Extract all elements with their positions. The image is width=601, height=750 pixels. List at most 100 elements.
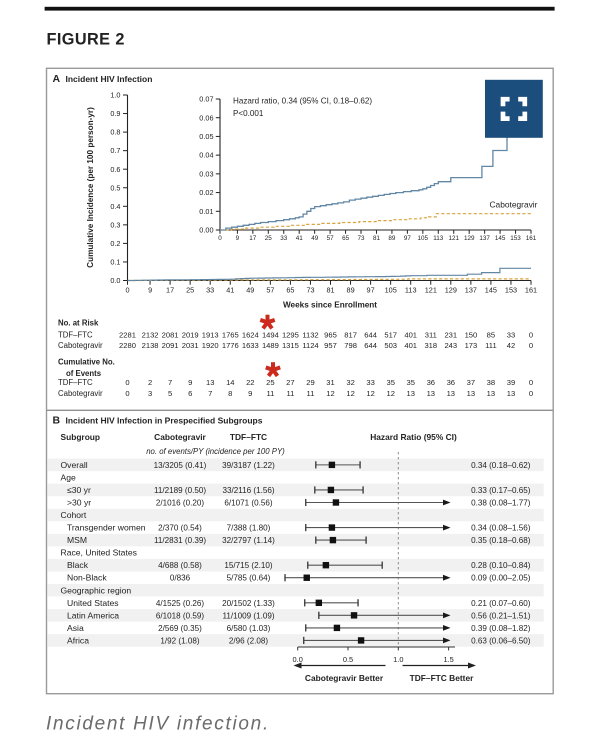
svg-text:0.3: 0.3 xyxy=(110,220,120,229)
svg-text:38: 38 xyxy=(487,378,495,387)
svg-text:644: 644 xyxy=(364,341,377,350)
svg-text:41: 41 xyxy=(226,286,234,295)
svg-text:0.28 (0.10–0.84): 0.28 (0.10–0.84) xyxy=(471,561,531,570)
svg-text:42: 42 xyxy=(507,341,515,350)
svg-text:Cumulative No.: Cumulative No. xyxy=(58,358,115,367)
svg-text:Geographic region: Geographic region xyxy=(61,585,132,595)
svg-text:0: 0 xyxy=(218,235,222,242)
svg-text:Black: Black xyxy=(67,560,89,570)
svg-text:173: 173 xyxy=(465,341,478,350)
svg-text:57: 57 xyxy=(327,235,335,242)
svg-text:Incident HIV Infection in Pres: Incident HIV Infection in Prespecified S… xyxy=(66,415,263,425)
svg-text:0.04: 0.04 xyxy=(199,151,213,160)
svg-text:65: 65 xyxy=(286,286,294,295)
svg-text:11: 11 xyxy=(266,389,274,398)
svg-text:1920: 1920 xyxy=(202,341,219,350)
svg-text:39/3187 (1.22): 39/3187 (1.22) xyxy=(222,461,275,470)
svg-text:Cabotegravir: Cabotegravir xyxy=(58,341,103,350)
svg-text:5: 5 xyxy=(168,389,172,398)
svg-text:FIGURE 2: FIGURE 2 xyxy=(47,30,125,48)
svg-text:Cabotegravir: Cabotegravir xyxy=(154,432,206,442)
svg-text:0.1: 0.1 xyxy=(110,258,120,267)
svg-text:33/2116 (1.56): 33/2116 (1.56) xyxy=(222,486,274,495)
svg-text:0.0: 0.0 xyxy=(110,276,120,285)
svg-text:39: 39 xyxy=(507,378,515,387)
svg-text:33: 33 xyxy=(507,331,515,340)
svg-text:89: 89 xyxy=(388,235,396,242)
svg-text:9: 9 xyxy=(148,286,152,295)
svg-text:13: 13 xyxy=(467,389,475,398)
svg-text:1913: 1913 xyxy=(202,331,219,340)
svg-text:4/688 (0.58): 4/688 (0.58) xyxy=(158,561,202,570)
svg-text:0: 0 xyxy=(529,331,533,340)
svg-text:11/1009 (1.09): 11/1009 (1.09) xyxy=(222,611,274,620)
svg-text:231: 231 xyxy=(444,331,457,340)
svg-text:37: 37 xyxy=(467,378,475,387)
svg-text:B: B xyxy=(53,414,61,426)
svg-text:161: 161 xyxy=(526,235,537,242)
svg-text:6/1018 (0.59): 6/1018 (0.59) xyxy=(156,611,204,620)
svg-text:33: 33 xyxy=(206,286,214,295)
svg-text:6/580 (1.03): 6/580 (1.03) xyxy=(227,624,271,633)
svg-text:Latin America: Latin America xyxy=(67,610,119,620)
svg-text:1/92 (1.08): 1/92 (1.08) xyxy=(160,636,199,645)
svg-text:113: 113 xyxy=(433,235,444,242)
svg-text:3: 3 xyxy=(148,389,152,398)
svg-text:United States: United States xyxy=(67,598,119,608)
svg-text:0.34 (0.08–1.56): 0.34 (0.08–1.56) xyxy=(471,524,531,533)
svg-text:2/370 (0.54): 2/370 (0.54) xyxy=(158,524,202,533)
svg-text:644: 644 xyxy=(364,331,377,340)
svg-text:7: 7 xyxy=(208,389,212,398)
svg-text:49: 49 xyxy=(246,286,254,295)
svg-text:27: 27 xyxy=(286,378,294,387)
svg-text:0.00: 0.00 xyxy=(199,226,213,235)
svg-text:0.05: 0.05 xyxy=(199,132,213,141)
svg-text:6: 6 xyxy=(188,389,192,398)
svg-text:0: 0 xyxy=(125,286,129,295)
svg-text:137: 137 xyxy=(479,235,490,242)
svg-text:2/569 (0.35): 2/569 (0.35) xyxy=(158,624,202,633)
svg-text:5/785 (0.64): 5/785 (0.64) xyxy=(227,574,271,583)
svg-text:49: 49 xyxy=(311,235,319,242)
svg-text:0.4: 0.4 xyxy=(110,202,120,211)
svg-text:Africa: Africa xyxy=(67,635,89,645)
svg-text:33: 33 xyxy=(280,235,288,242)
svg-text:81: 81 xyxy=(373,235,381,242)
svg-text:11/2189 (0.50): 11/2189 (0.50) xyxy=(154,486,206,495)
svg-text:25: 25 xyxy=(186,286,194,295)
svg-text:25: 25 xyxy=(265,235,273,242)
svg-text:0.21 (0.07–0.60): 0.21 (0.07–0.60) xyxy=(471,599,531,608)
svg-text:Cumulative Incidence (per 100: Cumulative Incidence (per 100 person-yr) xyxy=(86,107,95,268)
svg-text:9: 9 xyxy=(248,389,252,398)
svg-text:2019: 2019 xyxy=(182,331,199,340)
svg-text:150: 150 xyxy=(465,331,478,340)
svg-text:0/836: 0/836 xyxy=(170,574,191,583)
svg-text:517: 517 xyxy=(384,331,397,340)
svg-text:Weeks since Enrollment: Weeks since Enrollment xyxy=(283,301,377,310)
svg-text:Hazard Ratio (95% CI): Hazard Ratio (95% CI) xyxy=(370,432,457,442)
svg-text:401: 401 xyxy=(404,341,417,350)
svg-text:401: 401 xyxy=(404,331,417,340)
svg-text:Non-Black: Non-Black xyxy=(67,573,107,583)
svg-text:817: 817 xyxy=(344,331,357,340)
svg-text:13/3205 (0.41): 13/3205 (0.41) xyxy=(154,461,207,470)
svg-text:0.01: 0.01 xyxy=(199,207,213,216)
svg-text:57: 57 xyxy=(266,286,274,295)
svg-text:0.03: 0.03 xyxy=(199,170,213,179)
svg-text:1124: 1124 xyxy=(302,341,318,350)
svg-text:8: 8 xyxy=(228,389,232,398)
svg-text:4/1525 (0.26): 4/1525 (0.26) xyxy=(156,599,204,608)
svg-text:1.5: 1.5 xyxy=(443,655,453,664)
svg-text:7/388 (1.80): 7/388 (1.80) xyxy=(227,524,271,533)
svg-text:22: 22 xyxy=(246,378,254,387)
svg-text:965: 965 xyxy=(324,331,337,340)
svg-text:0: 0 xyxy=(529,378,533,387)
svg-text:0.39 (0.08–1.82): 0.39 (0.08–1.82) xyxy=(471,624,531,633)
svg-text:13: 13 xyxy=(206,378,214,387)
svg-text:P<0.001: P<0.001 xyxy=(233,109,264,118)
svg-text:Incident HIV Infection: Incident HIV Infection xyxy=(66,74,153,84)
svg-text:1494: 1494 xyxy=(262,331,279,340)
svg-text:0.9: 0.9 xyxy=(110,109,120,118)
svg-text:29: 29 xyxy=(306,378,314,387)
svg-text:1295: 1295 xyxy=(282,331,299,340)
